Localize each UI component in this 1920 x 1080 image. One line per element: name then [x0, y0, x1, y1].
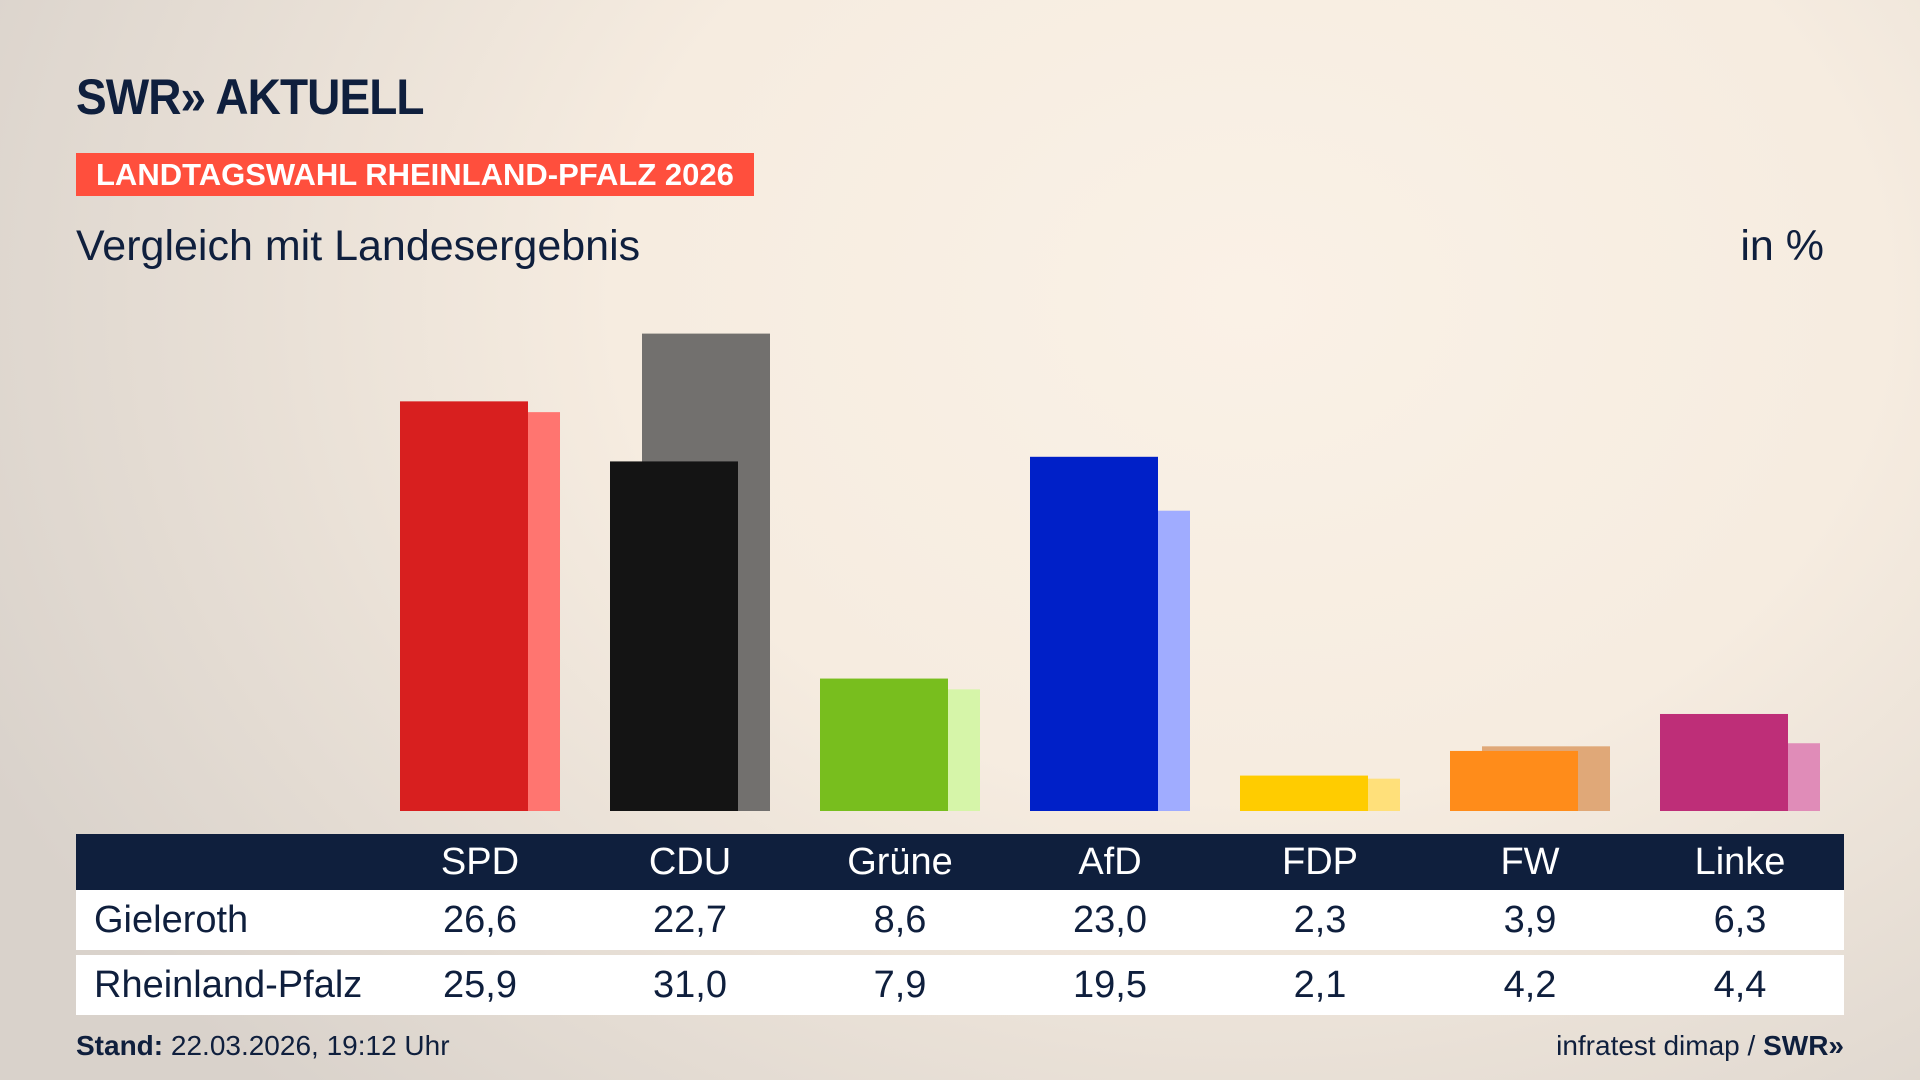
bar-local-linke: [1660, 713, 1788, 811]
value-cell: 4,4: [1713, 964, 1767, 1006]
value-cell: 22,7: [653, 899, 727, 941]
table-row: Gieleroth 26,6 22,7 8,6 23,0 2,3 3,9 6,3: [76, 890, 1844, 950]
results-table: SPD CDU Grüne AfD FDP FW Linke Gieleroth 26,6 2…: [76, 834, 1844, 1015]
value-cell: 2,3: [1293, 899, 1347, 941]
source: infratest dimap / SWR»: [1556, 1030, 1844, 1062]
swr-aktuell-logo: SWR» AKTUELL: [76, 69, 424, 125]
table-row: Rheinland-Pfalz 25,9 31,0 7,9 19,5 2,1 4,2 4,4: [76, 955, 1844, 1015]
row-label: Rheinland-Pfalz: [94, 964, 363, 1006]
column-header: SPD: [440, 841, 520, 883]
stand-value: 22.03.2026, 19:12 Uhr: [170, 1030, 450, 1061]
unit-label: in %: [1740, 222, 1824, 270]
swr-logo: SWR»: [1763, 1030, 1844, 1061]
row-label: Gieleroth: [94, 899, 249, 941]
bar-local-spd: [400, 401, 528, 811]
source-text: infratest dimap /: [1556, 1030, 1756, 1061]
value-cell: 31,0: [653, 964, 727, 1006]
bar-local-afd: [1030, 456, 1158, 811]
table-header: SPD CDU Grüne AfD FDP FW Linke: [76, 834, 1844, 890]
chart-subtitle: Vergleich mit Landesergebnis: [76, 222, 641, 270]
column-header: FDP: [1282, 841, 1358, 883]
value-cell: 4,2: [1503, 964, 1557, 1006]
timestamp: Stand: 22.03.2026, 19:12 Uhr: [76, 1030, 450, 1062]
value-cell: 2,1: [1293, 964, 1347, 1006]
column-header: FW: [1500, 841, 1560, 883]
column-header: AfD: [1078, 841, 1142, 883]
value-cell: 6,3: [1713, 899, 1767, 941]
value-cell: 26,6: [443, 899, 517, 941]
bar-local-grüne: [820, 678, 948, 811]
bar-local-cdu: [610, 461, 738, 811]
value-cell: 3,9: [1503, 899, 1557, 941]
bar-local-fdp: [1240, 775, 1368, 811]
election-banner: LANDTAGSWAHL RHEINLAND-PFALZ 2026: [76, 153, 754, 196]
column-header: Linke: [1694, 841, 1786, 883]
value-cell: 8,6: [873, 899, 927, 941]
value-cell: 25,9: [443, 964, 517, 1006]
value-cell: 7,9: [873, 964, 927, 1006]
stand-label: Stand:: [76, 1030, 164, 1061]
value-cell: 23,0: [1073, 899, 1147, 941]
value-cell: 19,5: [1073, 964, 1147, 1006]
column-header: CDU: [648, 841, 732, 883]
column-header: Grüne: [847, 841, 953, 883]
bar-local-fw: [1450, 750, 1578, 811]
bar-chart: [400, 333, 1820, 811]
